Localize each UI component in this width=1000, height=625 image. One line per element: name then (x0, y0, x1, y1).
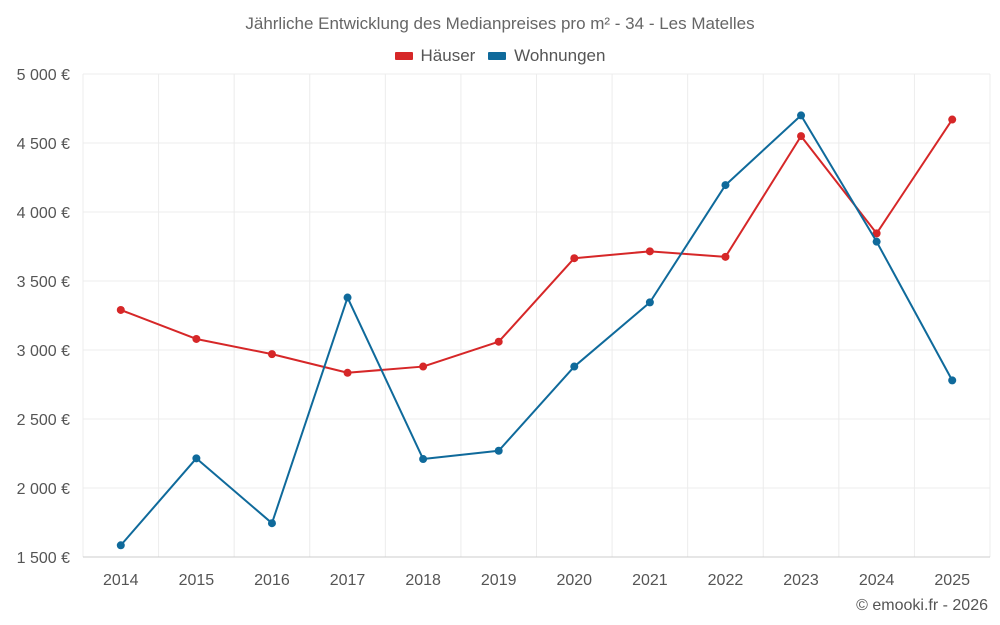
x-tick-label: 2019 (481, 572, 517, 589)
y-tick-label: 1 500 € (17, 550, 70, 567)
data-point-apartments[interactable] (721, 181, 730, 190)
x-tick-label: 2015 (179, 572, 215, 589)
y-tick-label: 4 000 € (17, 205, 70, 222)
data-point-houses[interactable] (343, 368, 352, 377)
data-point-apartments[interactable] (570, 362, 579, 371)
data-point-apartments[interactable] (797, 111, 806, 120)
data-point-houses[interactable] (872, 229, 881, 238)
data-point-apartments[interactable] (494, 446, 503, 455)
y-tick-label: 3 000 € (17, 343, 70, 360)
data-point-houses[interactable] (948, 115, 957, 124)
data-point-apartments[interactable] (116, 541, 125, 550)
y-tick-label: 2 500 € (17, 412, 70, 429)
y-tick-label: 2 000 € (17, 481, 70, 498)
data-point-houses[interactable] (419, 362, 428, 371)
x-tick-label: 2020 (556, 572, 592, 589)
x-tick-label: 2014 (103, 572, 139, 589)
legend-swatch-houses (394, 52, 413, 60)
data-point-apartments[interactable] (948, 376, 957, 385)
legend-swatch-apartments (488, 52, 507, 60)
data-point-apartments[interactable] (267, 519, 276, 528)
y-tick-label: 4 500 € (17, 136, 70, 153)
data-point-houses[interactable] (645, 247, 654, 256)
x-tick-label: 2018 (405, 572, 441, 589)
credit-text: © emooki.fr - 2026 (856, 597, 988, 614)
series-line-apartments (120, 114, 954, 546)
chart-title: Jährliche Entwicklung des Medianpreises … (245, 14, 755, 33)
x-tick-label: 2022 (708, 572, 744, 589)
legend-item-apartments[interactable]: Wohnungen (488, 46, 605, 66)
data-point-apartments[interactable] (192, 454, 201, 463)
data-point-houses[interactable] (797, 132, 806, 141)
y-tick-label: 3 500 € (17, 274, 70, 291)
data-point-apartments[interactable] (419, 455, 428, 464)
x-tick-label: 2017 (330, 572, 366, 589)
data-point-houses[interactable] (570, 254, 579, 263)
x-tick-label: 2024 (859, 572, 895, 589)
x-tick-label: 2021 (632, 572, 668, 589)
data-point-houses[interactable] (721, 252, 730, 261)
data-point-houses[interactable] (494, 337, 503, 346)
legend-label-houses: Häuser (420, 46, 476, 65)
series-line-houses (120, 118, 954, 374)
data-point-apartments[interactable] (645, 298, 654, 307)
x-tick-label: 2023 (783, 572, 819, 589)
x-tick-label: 2016 (254, 572, 290, 589)
data-point-apartments[interactable] (343, 293, 352, 302)
legend-item-houses[interactable]: Häuser (394, 46, 476, 66)
data-point-houses[interactable] (267, 350, 276, 359)
legend-label-apartments: Wohnungen (514, 46, 606, 65)
y-tick-label: 5 000 € (17, 67, 70, 84)
x-tick-label: 2025 (934, 572, 970, 589)
legend: Häuser Wohnungen (0, 45, 1000, 66)
data-point-apartments[interactable] (872, 237, 881, 246)
data-point-houses[interactable] (192, 334, 201, 343)
data-point-houses[interactable] (116, 305, 125, 314)
